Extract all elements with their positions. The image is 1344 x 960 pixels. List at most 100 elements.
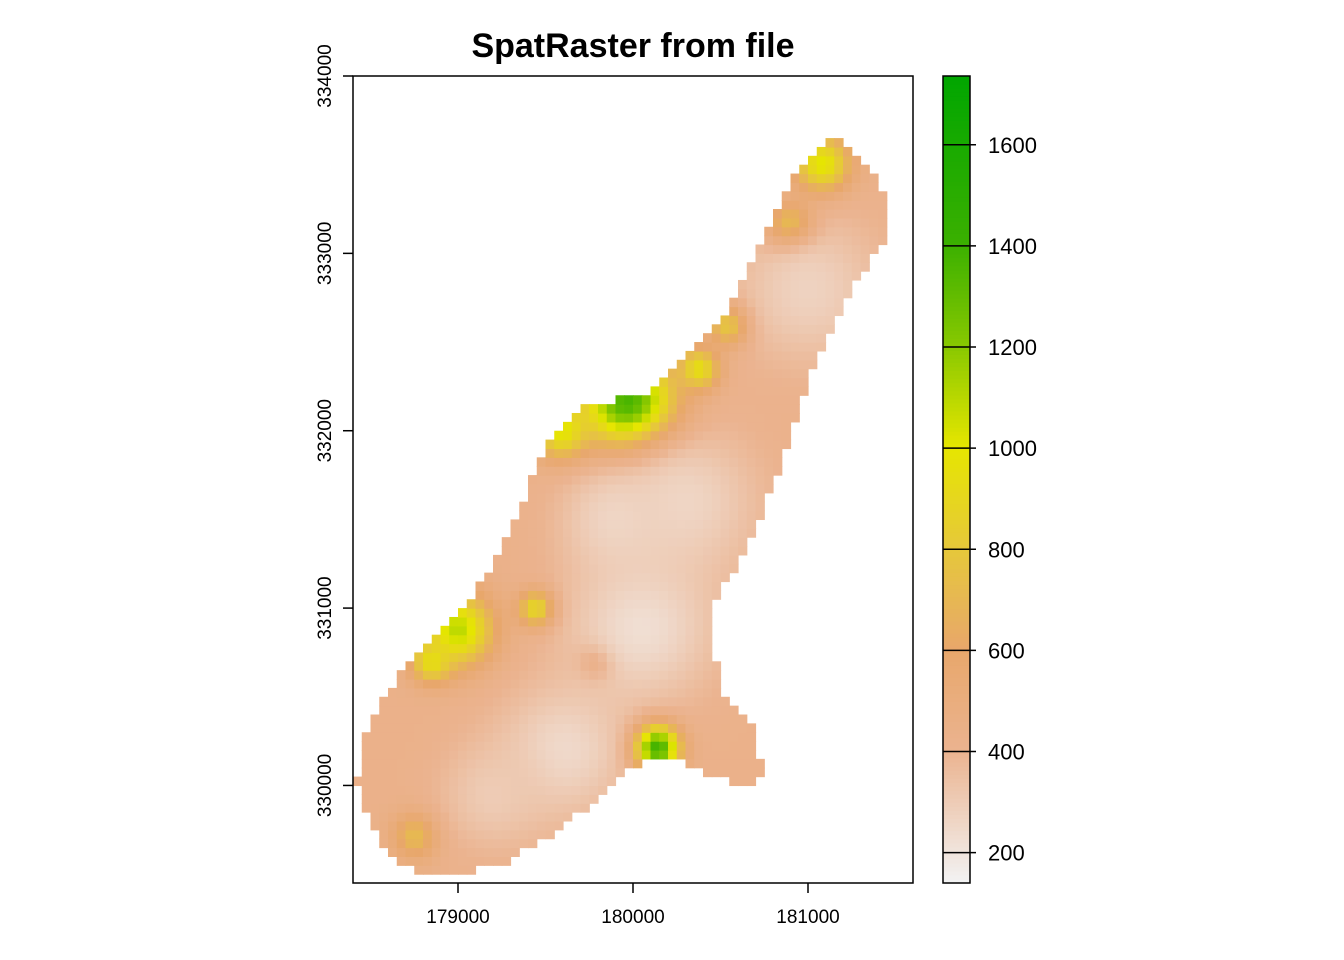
raster-cell bbox=[729, 306, 739, 317]
raster-cell bbox=[501, 581, 512, 591]
raster-cell bbox=[414, 687, 424, 698]
raster-cell bbox=[580, 661, 590, 671]
raster-cell bbox=[519, 510, 529, 521]
legend-swatch bbox=[943, 193, 970, 198]
raster-cell bbox=[606, 758, 617, 769]
raster-cell bbox=[659, 421, 669, 432]
raster-cell bbox=[571, 625, 582, 636]
raster-cell bbox=[703, 572, 713, 583]
raster-cell bbox=[624, 670, 634, 680]
raster-cell bbox=[423, 749, 433, 760]
raster-cell bbox=[571, 501, 582, 512]
raster-cell bbox=[598, 732, 608, 742]
legend-swatch bbox=[943, 838, 970, 844]
raster-cell bbox=[668, 546, 678, 556]
raster-cell bbox=[860, 217, 870, 228]
raster-cell bbox=[685, 758, 695, 769]
raster-cell bbox=[668, 643, 678, 654]
raster-cell bbox=[685, 421, 695, 432]
raster-cell bbox=[720, 466, 730, 476]
raster-cell bbox=[528, 652, 538, 662]
raster-cell bbox=[843, 279, 853, 290]
raster-cell bbox=[641, 705, 652, 716]
raster-cell bbox=[370, 723, 380, 733]
raster-cell bbox=[773, 430, 783, 441]
raster-cell bbox=[598, 758, 608, 769]
raster-cell bbox=[536, 679, 547, 689]
legend-swatch bbox=[943, 705, 970, 711]
raster-cell bbox=[703, 554, 713, 565]
raster-cell bbox=[554, 820, 564, 831]
raster-cell bbox=[650, 723, 660, 733]
raster-cell bbox=[650, 412, 660, 423]
raster-cell bbox=[598, 634, 608, 645]
raster-cell bbox=[589, 741, 599, 751]
raster-cell bbox=[633, 395, 643, 405]
raster-cell bbox=[580, 652, 590, 662]
raster-cell bbox=[615, 670, 625, 680]
legend-swatch bbox=[943, 842, 970, 848]
legend-swatch bbox=[943, 362, 970, 368]
raster-cell bbox=[501, 572, 512, 583]
legend-swatch bbox=[943, 729, 970, 735]
raster-cell bbox=[685, 466, 695, 476]
raster-cell bbox=[703, 696, 713, 707]
legend-swatch bbox=[943, 221, 970, 226]
raster-cell bbox=[589, 714, 599, 724]
raster-cell bbox=[475, 820, 485, 831]
raster-cell bbox=[773, 306, 783, 317]
raster-cell bbox=[834, 226, 844, 237]
raster-cell bbox=[440, 749, 450, 760]
raster-cell bbox=[703, 705, 713, 716]
raster-cell bbox=[458, 749, 468, 760]
raster-cell bbox=[808, 350, 818, 361]
raster-cell bbox=[694, 749, 704, 760]
raster-cell bbox=[388, 847, 398, 857]
raster-cell bbox=[729, 546, 739, 556]
raster-cell bbox=[676, 368, 687, 379]
raster-cell bbox=[746, 457, 757, 467]
raster-cell bbox=[458, 732, 468, 742]
raster-cell bbox=[431, 820, 442, 831]
raster-cell bbox=[703, 634, 713, 645]
raster-cell bbox=[816, 226, 827, 237]
raster-cell bbox=[729, 448, 739, 458]
raster-cell bbox=[563, 421, 573, 432]
raster-cell bbox=[563, 643, 573, 654]
raster-cell bbox=[738, 714, 748, 724]
raster-cell bbox=[781, 297, 792, 308]
raster-cell bbox=[449, 723, 459, 733]
raster-cell bbox=[510, 581, 520, 591]
raster-cell bbox=[571, 554, 582, 565]
raster-cell bbox=[860, 262, 870, 272]
raster-cell bbox=[606, 501, 617, 512]
raster-cell bbox=[694, 572, 704, 583]
raster-cell bbox=[493, 749, 503, 760]
legend-swatch bbox=[943, 733, 970, 739]
raster-cell bbox=[528, 767, 538, 778]
raster-cell bbox=[370, 803, 380, 813]
legend-swatch bbox=[943, 180, 970, 186]
raster-cell bbox=[396, 776, 407, 787]
raster-cell bbox=[431, 643, 442, 654]
raster-cell bbox=[405, 767, 415, 778]
legend-swatch bbox=[943, 765, 970, 771]
raster-cell bbox=[746, 448, 757, 458]
legend-swatch bbox=[943, 144, 970, 150]
legend-swatch bbox=[943, 560, 970, 565]
raster-cell bbox=[764, 297, 774, 308]
raster-cell bbox=[650, 439, 660, 450]
raster-cell bbox=[466, 865, 477, 875]
raster-cell bbox=[668, 705, 678, 716]
raster-cell bbox=[834, 173, 844, 184]
raster-cell bbox=[816, 155, 827, 166]
raster-cell bbox=[379, 829, 389, 840]
raster-cell bbox=[834, 209, 844, 219]
raster-cell bbox=[458, 794, 468, 804]
legend-swatch bbox=[943, 681, 970, 686]
raster-cell bbox=[606, 670, 617, 680]
raster-cell bbox=[458, 785, 468, 795]
raster-cell bbox=[799, 279, 809, 290]
raster-cell bbox=[431, 670, 442, 680]
raster-cell bbox=[484, 856, 494, 866]
